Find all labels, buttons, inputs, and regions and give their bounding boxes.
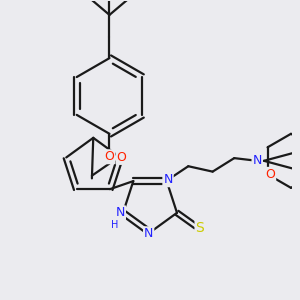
Text: O: O — [104, 150, 114, 163]
Text: O: O — [265, 168, 275, 181]
Text: N: N — [163, 173, 173, 186]
Text: N: N — [253, 154, 262, 167]
Text: H: H — [111, 220, 118, 230]
Text: N: N — [144, 227, 153, 240]
Text: O: O — [117, 151, 127, 164]
Text: S: S — [196, 221, 204, 235]
Text: N: N — [116, 206, 125, 219]
